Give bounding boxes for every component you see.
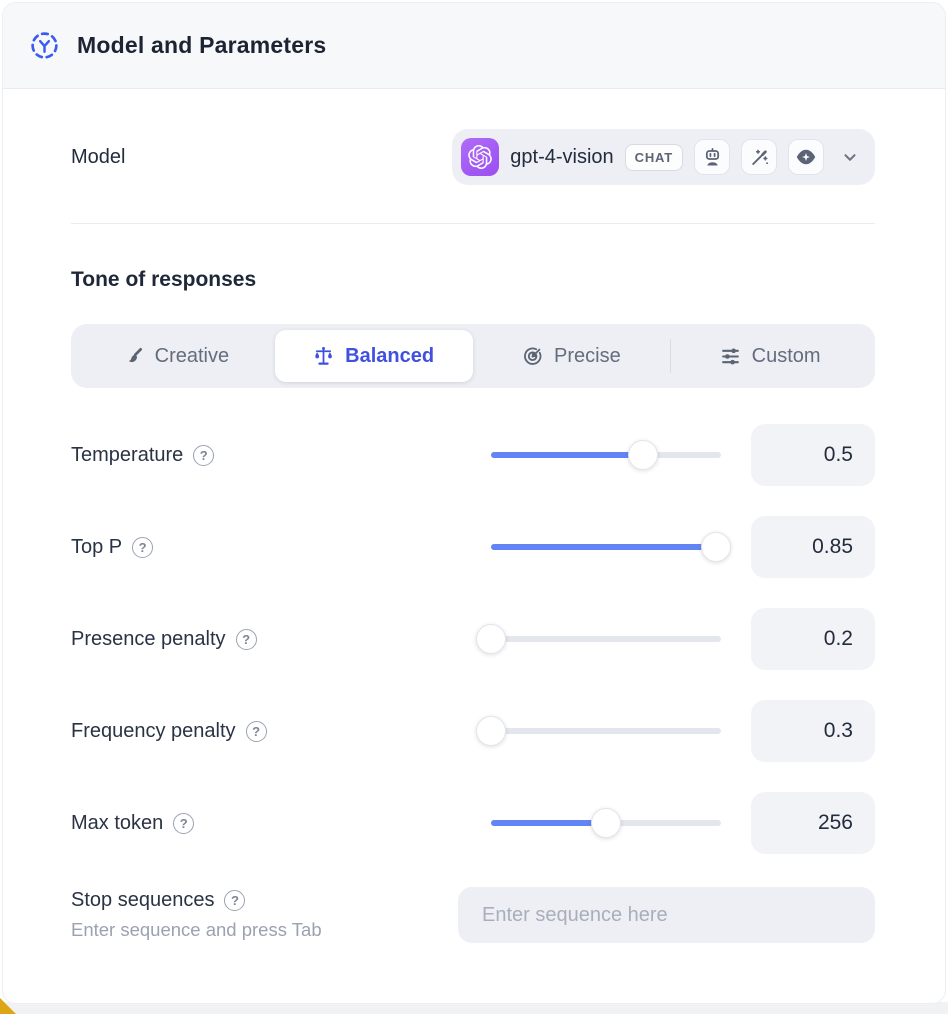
tone-option-custom[interactable]: Custom — [671, 330, 869, 382]
chevron-down-icon — [839, 146, 861, 168]
param-row-presence-penalty: Presence penalty ? 0.2 — [71, 608, 875, 670]
slider-thumb[interactable] — [476, 716, 506, 746]
presence-penalty-slider[interactable] — [476, 624, 721, 654]
temperature-label: Temperature — [71, 443, 184, 466]
tone-segmented-control: Creative Balanced — [71, 324, 875, 388]
help-icon[interactable]: ? — [132, 536, 154, 558]
slider-thumb[interactable] — [701, 532, 732, 562]
tone-option-label: Custom — [751, 344, 821, 367]
tone-heading: Tone of responses — [71, 268, 257, 291]
param-row-temperature: Temperature ? 0.5 — [71, 424, 875, 486]
model-scan-icon — [29, 30, 60, 61]
param-row-top-p: Top P ? 0.85 — [71, 516, 875, 578]
top-p-label: Top P — [71, 535, 123, 558]
param-row-max-token: Max token ? 256 — [71, 792, 875, 854]
slider-fill — [491, 820, 606, 826]
openai-logo — [461, 138, 500, 176]
slider-track — [491, 728, 721, 734]
temperature-slider[interactable] — [491, 440, 721, 470]
slider-thumb[interactable] — [476, 624, 506, 654]
model-select[interactable]: gpt-4-vision CHAT — [452, 129, 875, 185]
slider-thumb[interactable] — [591, 808, 621, 838]
tone-option-balanced[interactable]: Balanced — [274, 330, 473, 382]
frequency-penalty-label: Frequency penalty — [71, 719, 236, 742]
panel-title: Model and Parameters — [77, 32, 327, 58]
stop-sequences-hint: Enter sequence and press Tab — [71, 919, 322, 940]
stop-sequence-input[interactable] — [458, 887, 875, 943]
max-token-slider[interactable] — [491, 808, 721, 838]
tone-option-creative[interactable]: Creative — [77, 330, 275, 382]
presence-penalty-label: Presence penalty — [71, 627, 226, 650]
paintbrush-icon — [123, 346, 144, 367]
help-icon[interactable]: ? — [235, 628, 257, 650]
model-type-badge: CHAT — [624, 143, 683, 171]
stop-sequences-label: Stop sequences — [71, 889, 215, 911]
slider-track — [491, 636, 721, 642]
magic-wand-icon — [741, 139, 777, 175]
vision-eye-icon — [788, 139, 824, 175]
sliders-icon — [720, 346, 741, 367]
tone-option-label: Balanced — [345, 344, 435, 367]
slider-fill — [491, 544, 717, 550]
help-icon[interactable]: ? — [224, 890, 246, 911]
slider-fill — [491, 452, 643, 458]
temperature-value[interactable]: 0.5 — [751, 424, 875, 486]
tone-option-label: Creative — [154, 344, 230, 367]
tone-option-label: Precise — [554, 344, 621, 367]
top-p-value[interactable]: 0.85 — [751, 516, 875, 578]
help-icon[interactable]: ? — [173, 812, 195, 834]
selected-model-name: gpt-4-vision — [510, 145, 614, 168]
tone-option-precise[interactable]: Precise — [473, 330, 671, 382]
max-token-label: Max token — [71, 811, 164, 834]
model-row: Model gpt-4-vision CHAT — [71, 129, 875, 185]
max-token-value[interactable]: 256 — [751, 792, 875, 854]
slider-thumb[interactable] — [627, 440, 658, 470]
segment-divider — [670, 339, 672, 373]
frequency-penalty-value[interactable]: 0.3 — [751, 700, 875, 762]
presence-penalty-value[interactable]: 0.2 — [751, 608, 875, 670]
frequency-penalty-slider[interactable] — [476, 716, 721, 746]
param-row-frequency-penalty: Frequency penalty ? 0.3 — [71, 700, 875, 762]
balance-scale-icon — [313, 346, 334, 367]
top-p-slider[interactable] — [491, 532, 732, 562]
panel-header: Model and Parameters — [3, 3, 945, 89]
stop-sequences-row: Stop sequences ? Enter sequence and pres… — [71, 887, 875, 1001]
target-icon — [522, 346, 543, 367]
page-background-strip — [0, 1002, 948, 1014]
help-icon[interactable]: ? — [245, 720, 267, 742]
assistant-robot-icon — [694, 139, 730, 175]
section-divider — [71, 223, 875, 224]
help-icon[interactable]: ? — [193, 444, 215, 466]
model-label: Model — [71, 145, 126, 168]
